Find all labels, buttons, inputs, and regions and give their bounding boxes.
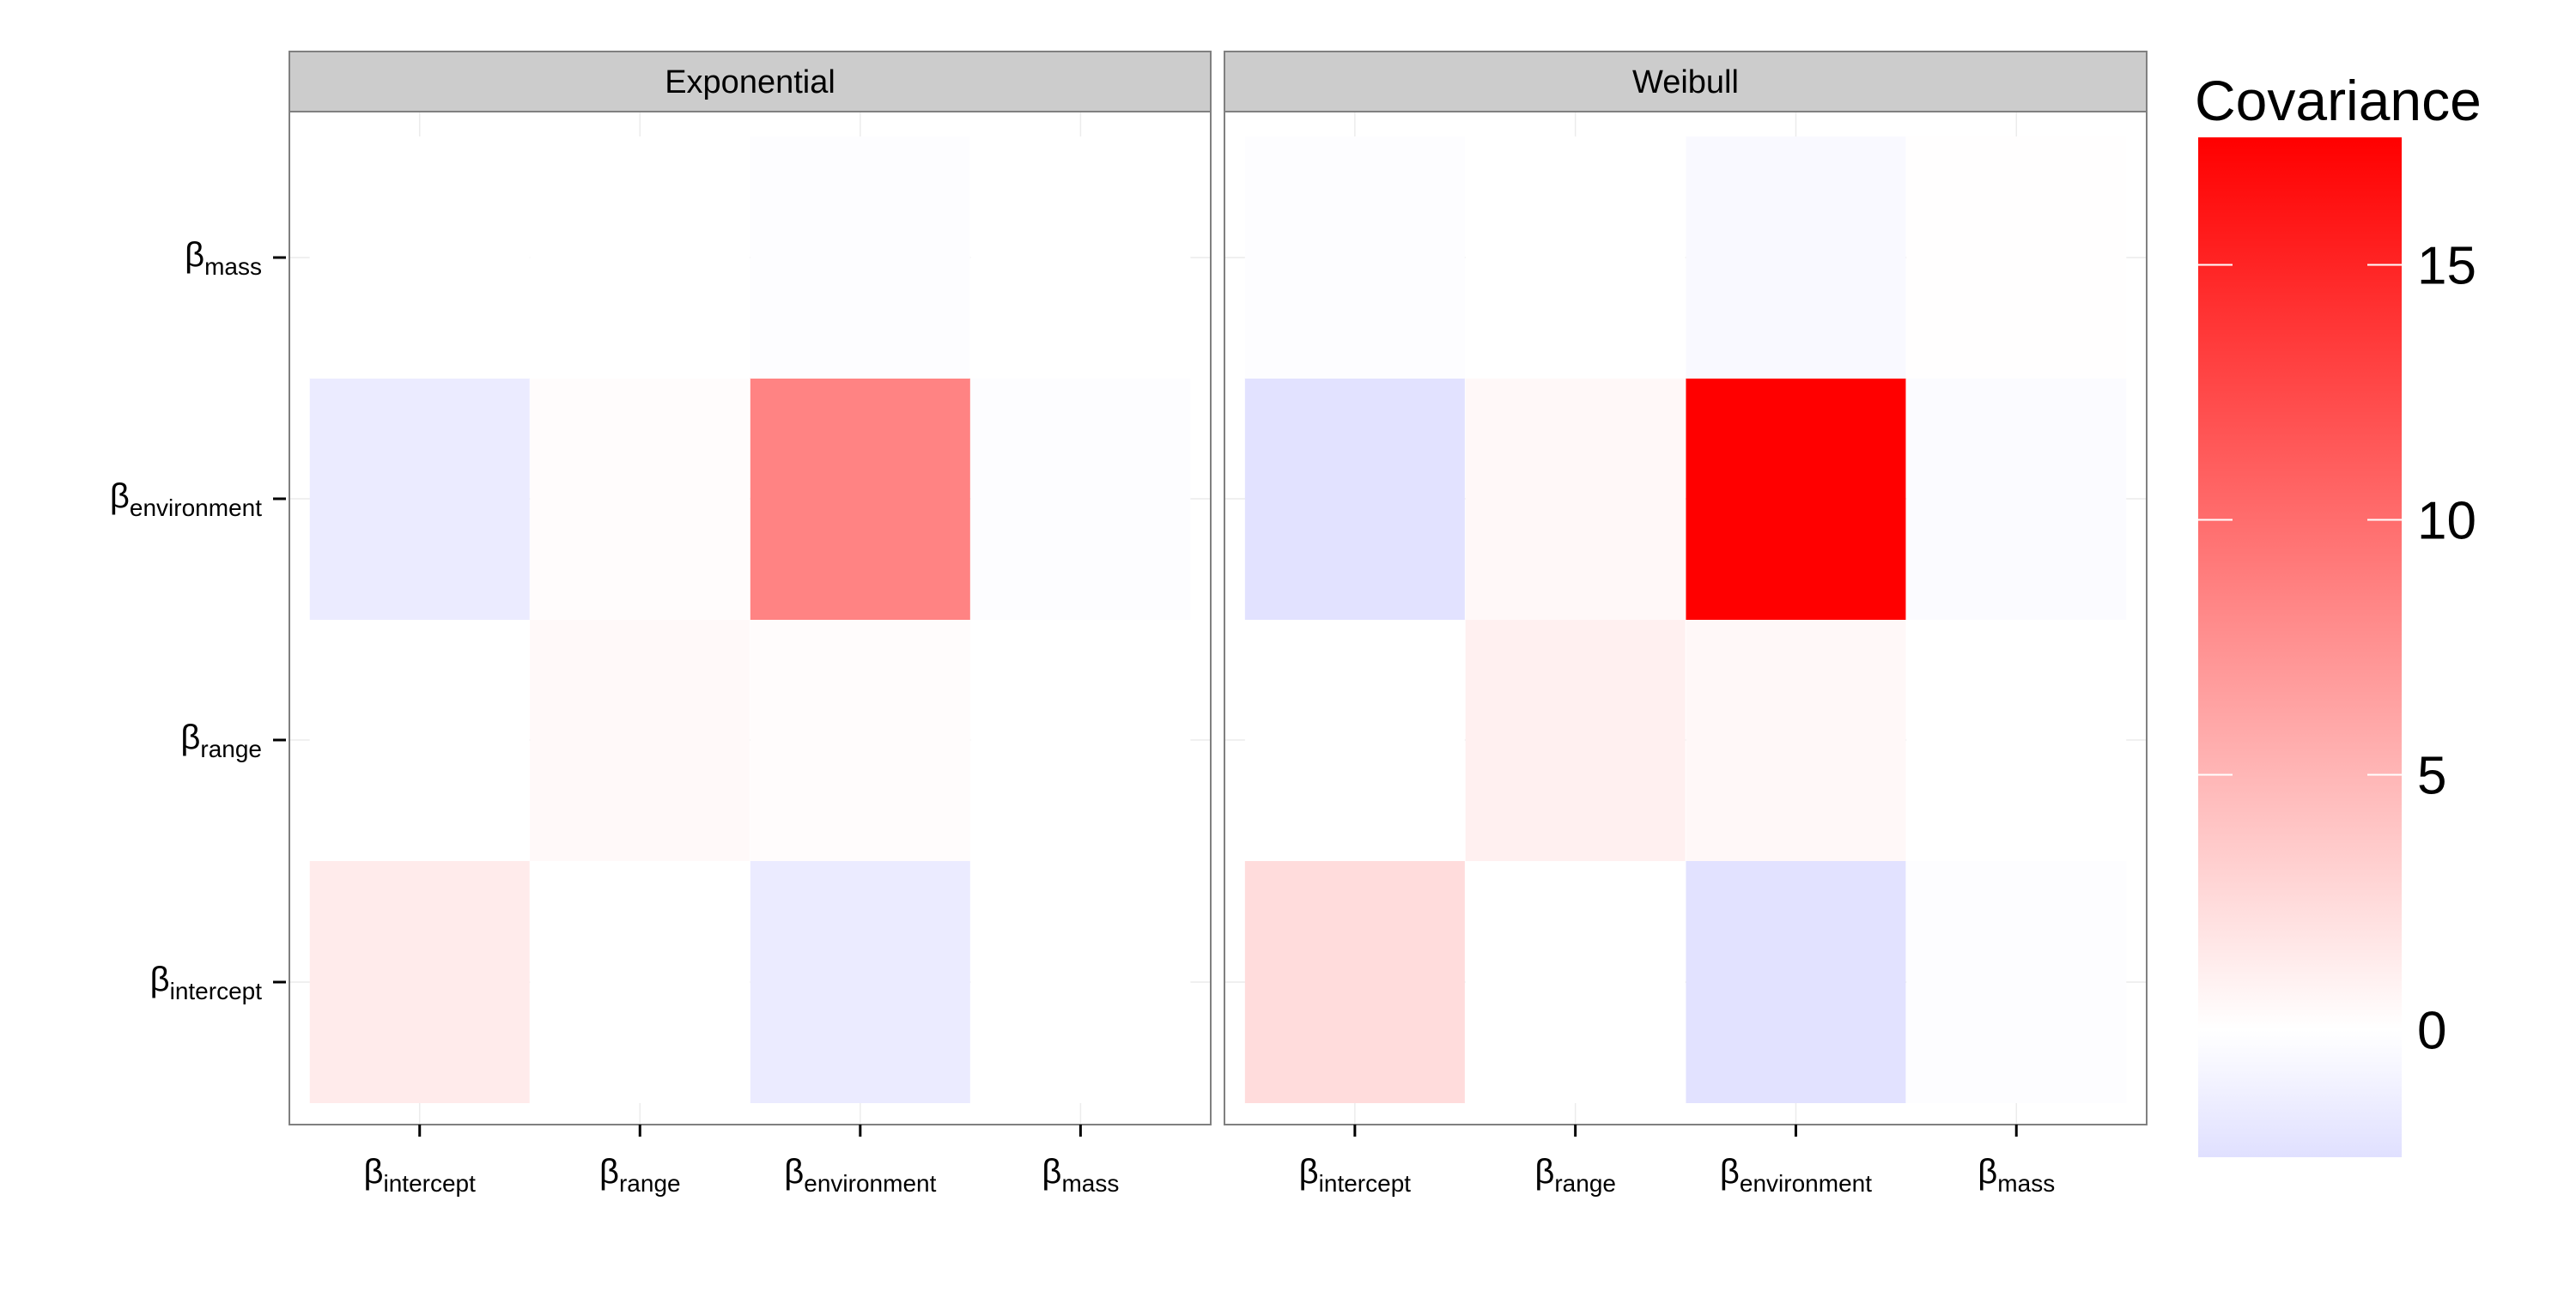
heatmap-tile xyxy=(1465,136,1686,379)
heatmap-tile xyxy=(309,861,530,1103)
heatmap-tile xyxy=(530,619,750,861)
x-tick-label: βenvironment xyxy=(784,1153,936,1197)
x-tick-label: βrange xyxy=(1534,1153,1616,1197)
heatmap-tile xyxy=(1465,619,1686,861)
heatmap-tile xyxy=(1244,619,1465,861)
y-tick-label: βmass xyxy=(185,236,262,280)
heatmap-tile xyxy=(1244,378,1465,620)
tick-label-subscript: range xyxy=(619,1170,681,1197)
tick-label-subscript: environment xyxy=(804,1170,936,1197)
x-tick-label: βenvironment xyxy=(1720,1153,1872,1197)
heatmap-tile xyxy=(530,861,750,1103)
tick-label-subscript: intercept xyxy=(384,1170,477,1197)
tick-label-subscript: mass xyxy=(1061,1170,1119,1197)
heatmap-tile xyxy=(1686,619,1906,861)
facet-strip xyxy=(1224,51,2148,112)
x-tick-label: βintercept xyxy=(364,1153,477,1197)
tick-label-base: β xyxy=(1720,1153,1740,1191)
panel-border xyxy=(289,111,1212,1125)
tick-label-subscript: environment xyxy=(130,494,262,521)
heatmap-tile xyxy=(1686,378,1906,620)
heatmap-tile xyxy=(1906,861,2127,1103)
heatmap-tile xyxy=(970,378,1191,620)
tick-label-base: β xyxy=(1042,1153,1061,1191)
heatmap-tile xyxy=(970,619,1191,861)
tick-label-subscript: intercept xyxy=(1319,1170,1412,1197)
heatmap-tile xyxy=(1686,136,1906,379)
facet-strip xyxy=(289,51,1212,112)
tick-label-base: β xyxy=(180,719,200,756)
tick-label-base: β xyxy=(784,1153,804,1191)
legend-tick-label: 5 xyxy=(2417,747,2446,806)
heatmap-tile xyxy=(750,136,970,379)
facet-title: Exponential xyxy=(665,64,835,100)
legend-title: Covariance xyxy=(2195,69,2482,132)
tick-label-base: β xyxy=(110,477,130,515)
y-tick-label: βrange xyxy=(180,719,262,762)
tick-label-subscript: intercept xyxy=(170,978,263,1004)
legend-colorbar xyxy=(2198,137,2402,1157)
panel-border xyxy=(1224,111,2148,1125)
x-tick-label: βmass xyxy=(1978,1153,2055,1197)
heatmap-tile xyxy=(1906,136,2127,379)
heatmap-tile xyxy=(1906,619,2127,861)
tick-label-subscript: range xyxy=(1554,1170,1616,1197)
tick-label-base: β xyxy=(364,1153,384,1191)
legend-tick-label: 0 xyxy=(2417,1002,2446,1061)
heatmap-tile xyxy=(1906,378,2127,620)
heatmap-tile xyxy=(530,378,750,620)
heatmap-tile xyxy=(309,136,530,379)
heatmap-tile xyxy=(1686,861,1906,1103)
heatmap-tile xyxy=(750,619,970,861)
tick-label-base: β xyxy=(599,1153,619,1191)
heatmap-tile xyxy=(1244,861,1465,1103)
x-tick-label: βrange xyxy=(599,1153,681,1197)
heatmap-tile xyxy=(970,861,1191,1103)
heatmap-tile xyxy=(1244,136,1465,379)
tick-label-base: β xyxy=(185,236,204,274)
tick-label-base: β xyxy=(1299,1153,1319,1191)
heatmap-tile xyxy=(1465,861,1686,1103)
facet-panel-exponential: Exponential xyxy=(289,51,1212,1137)
y-tick-label: βintercept xyxy=(150,961,263,1004)
x-tick-label: βintercept xyxy=(1299,1153,1412,1197)
tick-label-subscript: mass xyxy=(1997,1170,2055,1197)
heatmap-tile xyxy=(309,378,530,620)
legend: Covariance 0 5 10 15 xyxy=(2195,69,2482,1157)
tick-label-subscript: mass xyxy=(204,253,262,280)
tick-label-base: β xyxy=(150,961,170,998)
tick-label-base: β xyxy=(1978,1153,1997,1191)
facet-panel-weibull: Weibull xyxy=(1224,51,2148,1137)
heatmap-tile xyxy=(970,136,1191,379)
heatmap-tile xyxy=(309,619,530,861)
legend-tick-label: 10 xyxy=(2417,492,2476,551)
tick-label-subscript: environment xyxy=(1740,1170,1872,1197)
x-tick-label: βmass xyxy=(1042,1153,1119,1197)
tick-label-base: β xyxy=(1534,1153,1554,1191)
tick-label-subscript: range xyxy=(200,736,262,762)
legend-tick-label: 15 xyxy=(2417,237,2476,296)
y-tick-label: βenvironment xyxy=(110,477,262,521)
facet-title: Weibull xyxy=(1632,64,1739,100)
heatmap-tile xyxy=(750,378,970,620)
heatmap-tile xyxy=(1465,378,1686,620)
heatmap-tile xyxy=(530,136,750,379)
heatmap-tile xyxy=(750,861,970,1103)
